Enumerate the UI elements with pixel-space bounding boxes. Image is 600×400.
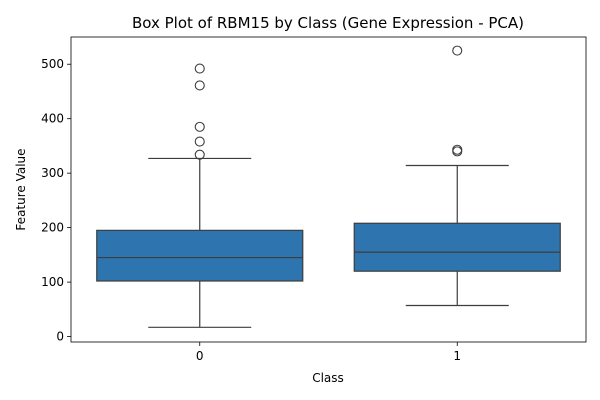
outlier-point (194, 63, 205, 74)
y-tick-label: 300 (41, 166, 64, 180)
outlier-point (194, 121, 205, 132)
x-axis-label: Class (312, 371, 344, 385)
iqr-box (353, 222, 561, 272)
outlier-point (452, 144, 463, 155)
y-tick-label: 100 (41, 275, 64, 289)
y-axis-label: Feature Value (14, 148, 28, 230)
y-tick-label: 0 (56, 330, 64, 344)
outlier-point (194, 136, 205, 147)
box-group-class-1 (353, 45, 561, 307)
y-tick-label: 500 (41, 57, 64, 71)
y-tick-label: 200 (41, 221, 64, 235)
outlier-point (452, 45, 463, 56)
x-tick-label: 0 (196, 349, 204, 363)
box-group-class-0 (96, 63, 304, 328)
iqr-box (96, 229, 304, 282)
plot-frame (70, 36, 587, 343)
chart-title: Box Plot of RBM15 by Class (Gene Express… (132, 14, 524, 32)
outlier-point (194, 80, 205, 91)
y-tick-label: 400 (41, 112, 64, 126)
x-tick-label: 1 (453, 349, 461, 363)
y-axis: 0 100 200 300 400 500 (41, 57, 71, 344)
outlier-point (194, 149, 205, 160)
plot-area (96, 45, 561, 328)
